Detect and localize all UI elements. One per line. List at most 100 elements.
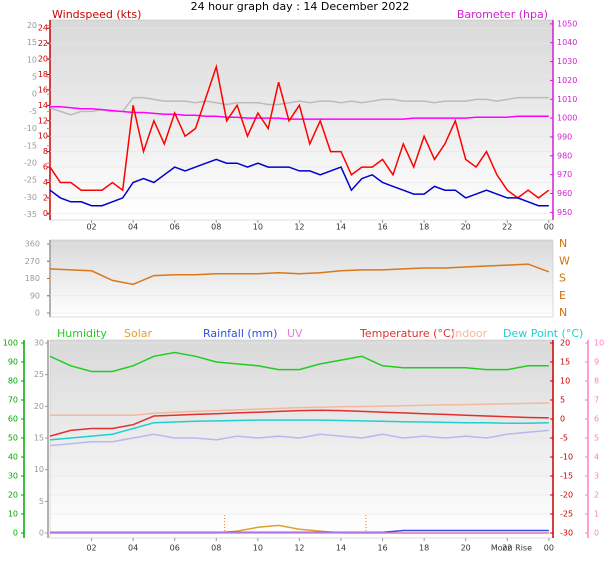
y-tick-label: 0 — [39, 529, 44, 538]
y-tick-label: 360 — [25, 240, 40, 249]
y-tick-label: -5 — [560, 434, 568, 443]
y-tick-label: -20 — [24, 158, 37, 167]
series-line — [49, 409, 549, 437]
y-tick-label: 20 — [8, 491, 18, 500]
y-tick-label: 15 — [560, 358, 570, 367]
y-tick-label: 0 — [32, 90, 37, 99]
y-tick-label: 1000 — [557, 114, 577, 123]
y-tick-label: 20 — [27, 21, 37, 30]
y-tick-label: -15 — [24, 141, 37, 150]
y-tick-label: 80 — [8, 377, 18, 386]
y-tick-label: -25 — [560, 510, 573, 519]
series-line — [49, 63, 550, 199]
legend-label: Temperature (°C) — [359, 327, 455, 340]
y-tick-label: -10 — [24, 124, 37, 133]
series-line — [49, 96, 549, 116]
y-tick-label: 990 — [557, 132, 572, 141]
y-tick-label: 18 — [38, 70, 48, 79]
y-tick-label: N — [559, 306, 567, 319]
y-tick-label: 950 — [557, 208, 572, 217]
y-tick-label: 0 — [560, 415, 565, 424]
y-tick-label: 1030 — [557, 57, 577, 66]
plot-background — [49, 19, 554, 221]
series-line — [50, 402, 549, 416]
x-tick-label: 22 — [502, 223, 512, 232]
y-tick-label: 90 — [30, 291, 40, 300]
y-tick-label: 2 — [594, 491, 599, 500]
y-tick-label: 4 — [594, 453, 599, 462]
x-tick-label: 16 — [377, 223, 387, 232]
x-tick-label: 02 — [86, 223, 96, 232]
y-tick-label: 25 — [34, 370, 44, 379]
y-tick-label: -35 — [24, 210, 37, 219]
annotation: Moon Rise — [491, 544, 532, 553]
x-tick-label: 12 — [294, 223, 304, 232]
legend-label: Humidity — [57, 327, 107, 340]
y-tick-label: 10 — [38, 132, 48, 141]
y-tick-label: E — [559, 289, 566, 302]
y-tick-label: 15 — [34, 434, 44, 443]
x-tick-label: 12 — [294, 544, 304, 553]
x-tick-label: 18 — [419, 223, 429, 232]
y-tick-label: 0 — [35, 309, 40, 318]
y-tick-label: 10 — [27, 55, 37, 64]
y-tick-label: 1020 — [557, 76, 577, 85]
y-tick-label: 6 — [43, 163, 48, 172]
y-tick-label: -10 — [560, 453, 573, 462]
x-tick-label: 10 — [253, 223, 263, 232]
legend-label: UV — [287, 327, 303, 340]
y-tick-label: 60 — [8, 415, 18, 424]
y-tick-label: -25 — [24, 176, 37, 185]
y-tick-label: 0 — [13, 529, 18, 538]
x-tick-label: 06 — [170, 544, 180, 553]
y-tick-label: 8 — [594, 377, 599, 386]
y-tick-label: 10 — [34, 465, 44, 474]
y-tick-label: S — [559, 272, 566, 285]
y-tick-label: 180 — [25, 274, 40, 283]
legend-label: Dew Point (°C) — [503, 327, 583, 340]
y-tick-label: 22 — [38, 39, 48, 48]
x-tick-label: 14 — [336, 544, 346, 553]
y-tick-label: 0 — [43, 209, 48, 218]
y-tick-label: -30 — [560, 529, 573, 538]
x-tick-label: 14 — [336, 223, 346, 232]
y-tick-label: 6 — [594, 415, 599, 424]
y-tick-label: 70 — [8, 396, 18, 405]
y-tick-label: 40 — [8, 453, 18, 462]
x-tick-label: 16 — [377, 544, 387, 553]
y-tick-label: 5 — [39, 497, 44, 506]
x-tick-label: 22 — [502, 544, 512, 553]
series-line — [49, 419, 549, 441]
y-tick-label: 30 — [8, 472, 18, 481]
x-tick-label: 04 — [128, 544, 138, 553]
y-tick-label: 4 — [43, 178, 48, 187]
y-tick-label: N — [559, 237, 567, 250]
x-tick-label: 04 — [128, 223, 138, 232]
x-tick-label: 00 — [544, 544, 554, 553]
x-tick-label: 18 — [419, 544, 429, 553]
y-tick-label: 1010 — [557, 95, 577, 104]
y-tick-label: 100 — [3, 339, 18, 348]
y-tick-label: 1050 — [557, 19, 577, 28]
y-tick-label: 90 — [8, 358, 18, 367]
y-tick-label: 10 — [594, 339, 604, 348]
x-tick-label: 20 — [461, 544, 471, 553]
y-tick-label: -5 — [29, 107, 37, 116]
y-tick-label: 20 — [560, 339, 570, 348]
y-tick-label: 1040 — [557, 38, 577, 47]
y-tick-label: 7 — [594, 396, 599, 405]
y-tick-label: 30 — [34, 339, 44, 348]
x-tick-label: 08 — [211, 544, 221, 553]
y-tick-label: 970 — [557, 170, 572, 179]
y-tick-label: -20 — [560, 491, 573, 500]
legend-label: Indoor — [452, 327, 488, 340]
x-tick-label: 08 — [211, 223, 221, 232]
y-tick-label: 270 — [25, 257, 40, 266]
series-line — [49, 429, 549, 447]
y-tick-label: 1 — [594, 510, 599, 519]
y-tick-label: 15 — [27, 38, 37, 47]
baro-axis-title: Barometer (hpa) — [457, 8, 548, 21]
x-tick-label: 02 — [86, 544, 96, 553]
legend-label: Solar — [124, 327, 153, 340]
